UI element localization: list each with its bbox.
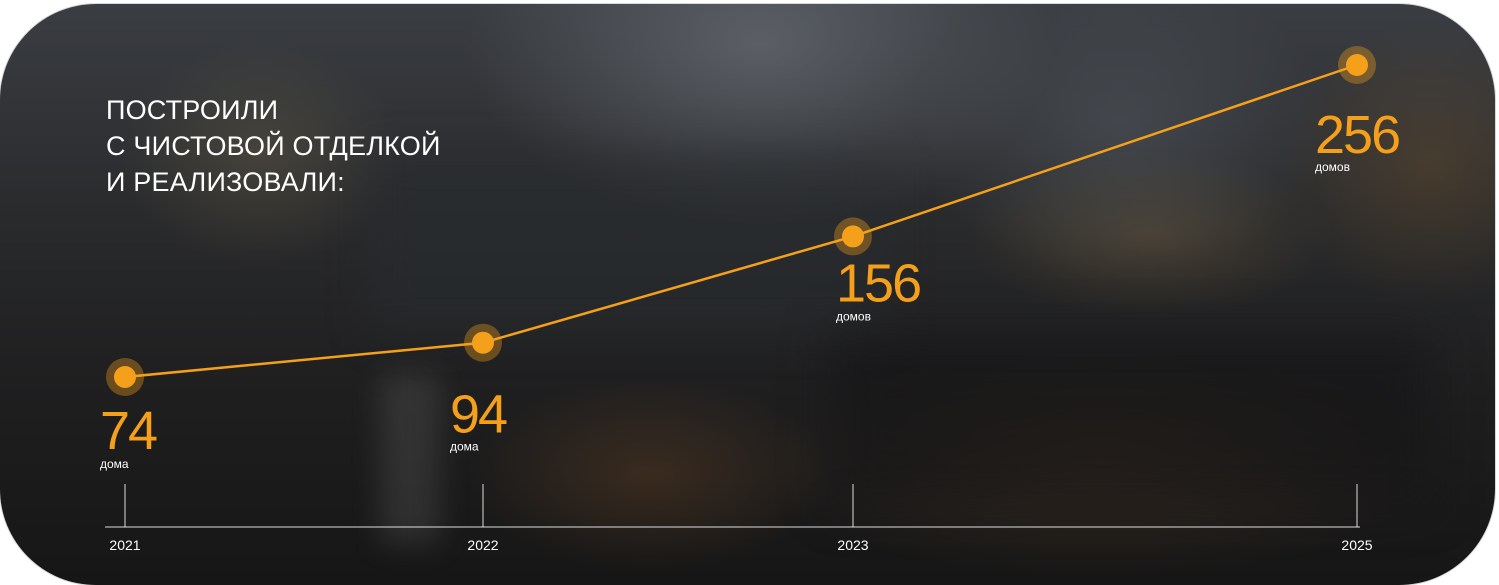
data-point [472, 331, 494, 354]
data-label-unit: домов [836, 309, 871, 323]
data-label-value: 156 [836, 253, 920, 313]
data-points [106, 46, 1376, 396]
data-point [842, 225, 864, 248]
stats-card [0, 4, 1495, 585]
background-blur [380, 374, 440, 544]
data-label-unit: дома [450, 440, 479, 454]
chart-heading: ПОСТРОИЛИ С ЧИСТОВОЙ ОТДЕЛКОЙ И РЕАЛИЗОВ… [106, 92, 441, 200]
data-label-unit: домов [1315, 160, 1350, 174]
x-axis-tick-labels: 2021 2022 2023 2025 [109, 537, 1372, 553]
data-point [114, 366, 136, 388]
data-point [1346, 54, 1368, 76]
series-line [124, 63, 1358, 379]
data-label-value: 74 [100, 401, 157, 461]
heading-line-1: ПОСТРОИЛИ [106, 95, 279, 125]
background-blur [370, 154, 890, 334]
data-label-value: 256 [1315, 105, 1399, 165]
background-blur [830, 334, 1430, 504]
heading-line-2: С ЧИСТОВОЙ ОТДЕЛКОЙ [106, 131, 441, 161]
x-tick-label: 2023 [837, 537, 868, 553]
x-axis-ticks [124, 484, 1358, 527]
x-tick-label: 2025 [1341, 537, 1372, 553]
data-label-unit: дома [100, 457, 129, 471]
data-label-value: 94 [450, 385, 507, 445]
x-tick-label: 2021 [109, 537, 140, 553]
heading-line-3: И РЕАЛИЗОВАЛИ: [106, 167, 345, 197]
x-tick-label: 2022 [467, 537, 498, 553]
